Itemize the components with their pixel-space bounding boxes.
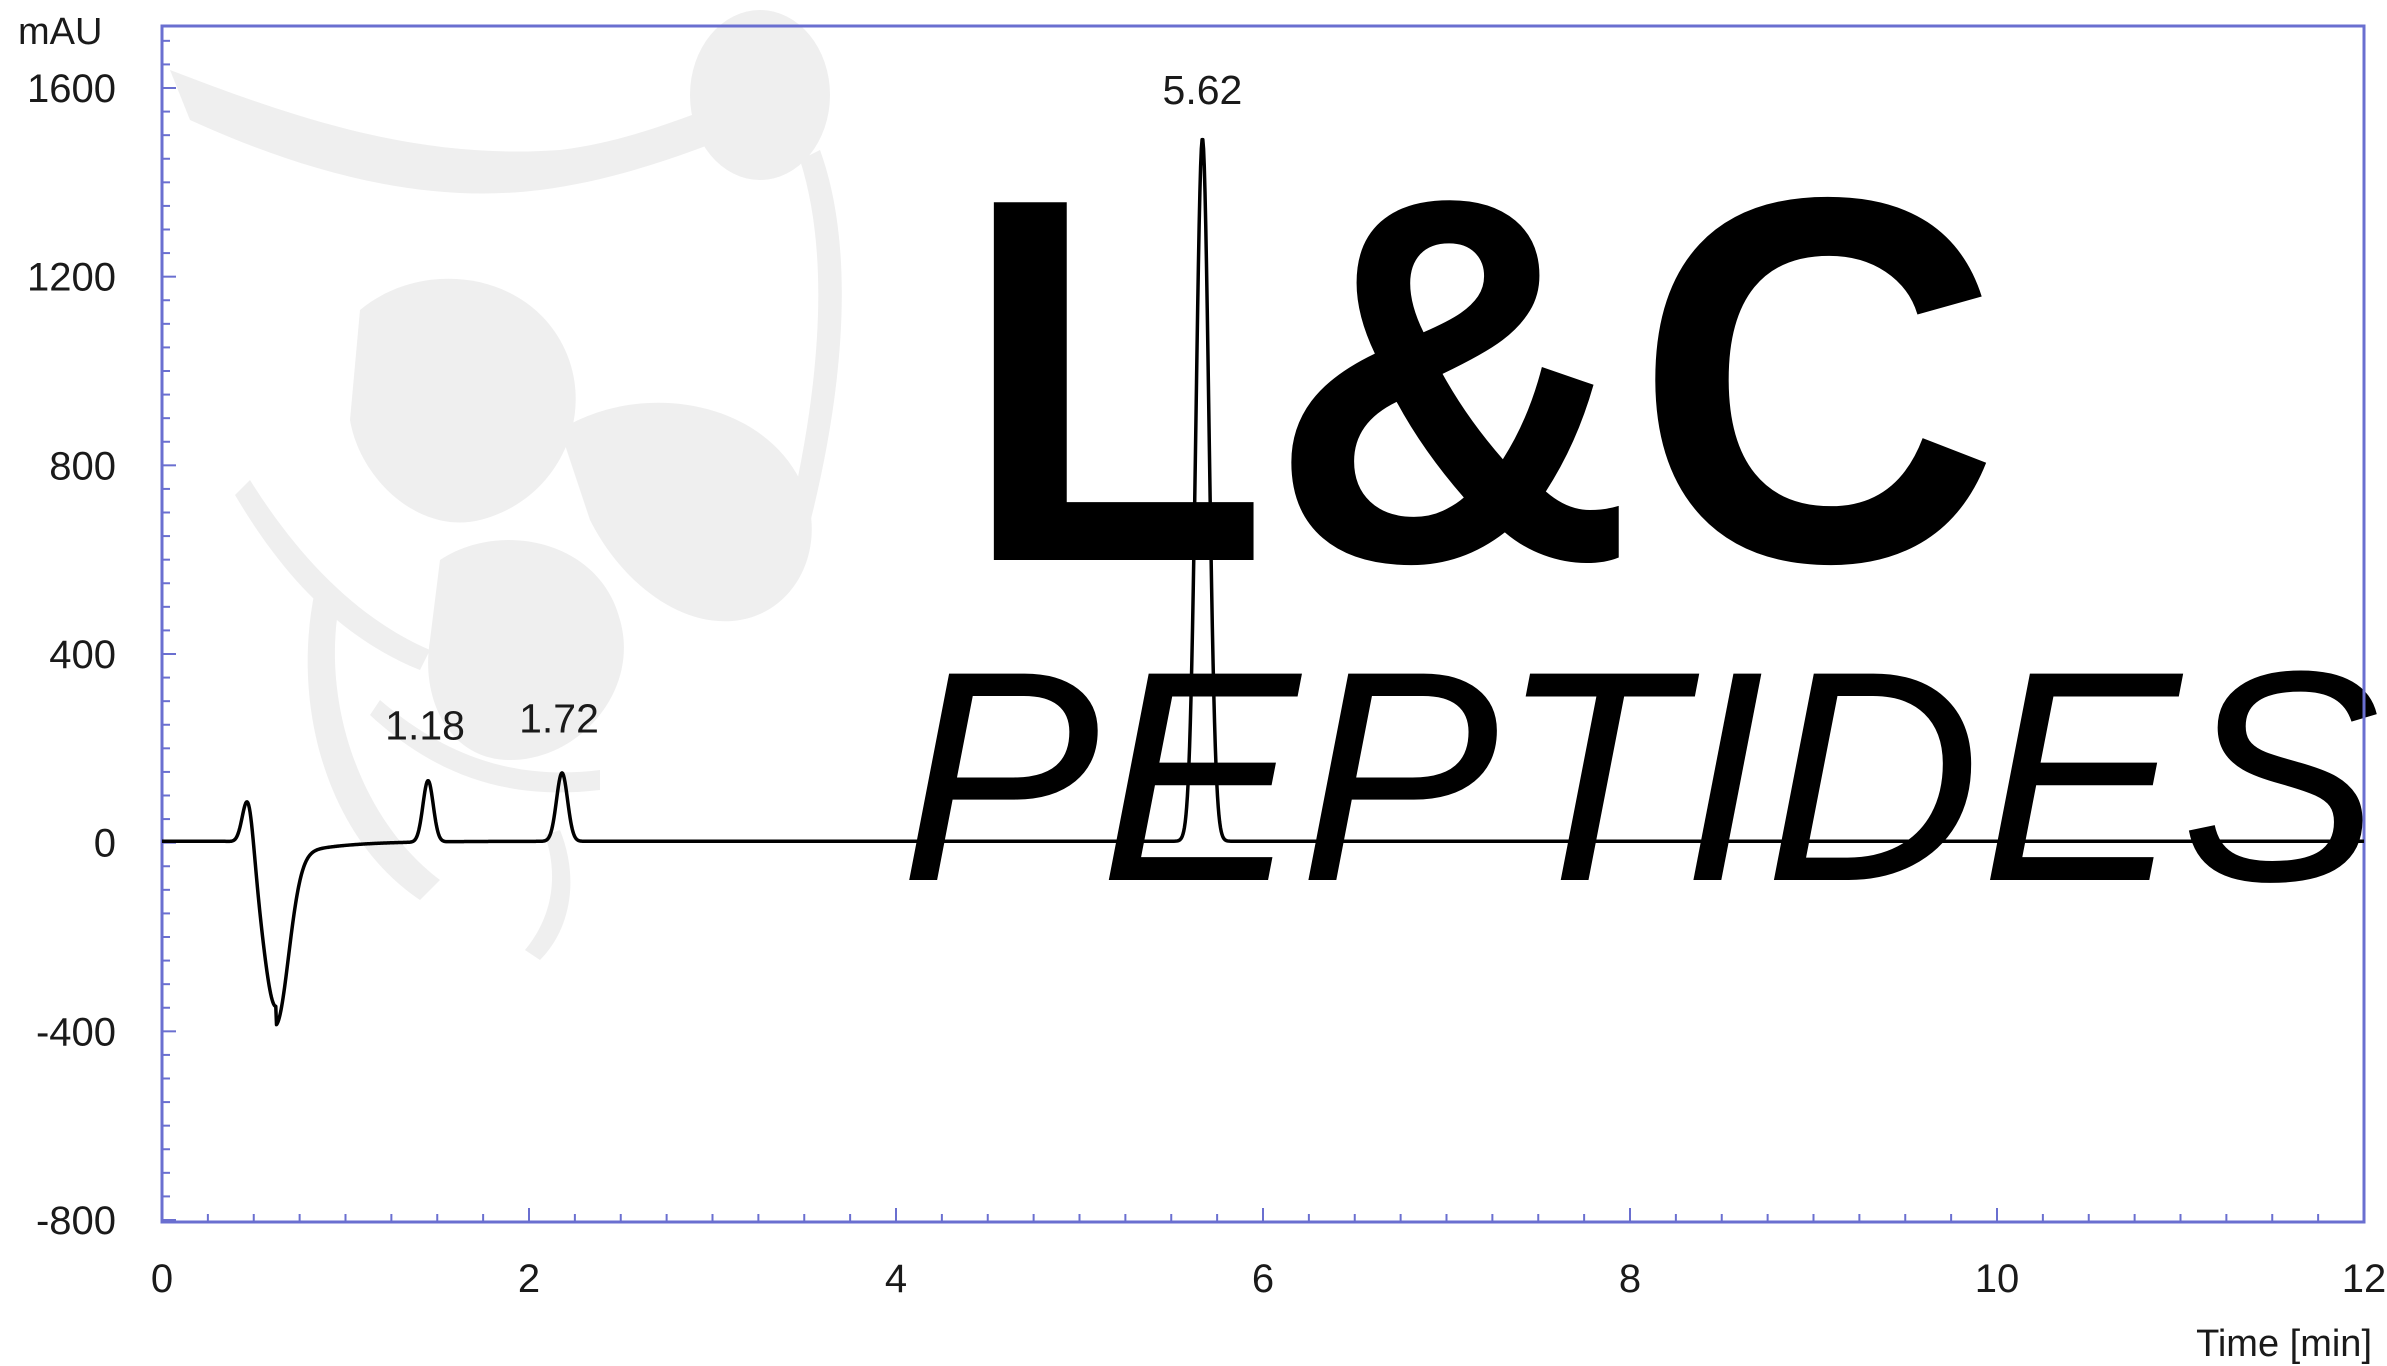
watermark-line1: L&C <box>960 90 2000 671</box>
y-tick-label: 1200 <box>27 256 116 300</box>
x-tick-label: 12 <box>2342 1257 2387 1301</box>
y-axis: 1600 1200 800 400 0 -400 -800 <box>27 39 176 1243</box>
y-tick-label: 0 <box>94 822 116 866</box>
peak-label: 1.18 <box>385 702 465 748</box>
chromatogram-trace <box>160 137 2366 1027</box>
x-tick-label: 6 <box>1252 1257 1274 1301</box>
peak-label: 1.72 <box>519 695 599 741</box>
x-tick-label: 10 <box>1975 1257 2020 1301</box>
x-tick-label: 8 <box>1619 1257 1641 1301</box>
peak-labels: 1.18 1.72 5.62 <box>385 67 1242 748</box>
x-axis-unit: Time [min] <box>2196 1323 2372 1365</box>
peak-label: 5.62 <box>1163 67 1243 113</box>
watermark-line2: PEPTIDES <box>900 608 2380 944</box>
watermark: L&C PEPTIDES <box>170 10 2380 960</box>
y-tick-label: 800 <box>49 444 116 488</box>
y-tick-label: -400 <box>36 1010 116 1054</box>
y-axis-unit: mAU <box>18 11 102 53</box>
x-axis: 0 2 4 6 8 10 12 <box>151 1208 2386 1301</box>
y-tick-label: 400 <box>49 633 116 677</box>
watermark-logo-icon <box>170 10 842 960</box>
y-tick-label: 1600 <box>27 67 116 111</box>
x-tick-label: 0 <box>151 1257 173 1301</box>
x-tick-label: 4 <box>885 1257 907 1301</box>
y-tick-label: -800 <box>36 1199 116 1243</box>
x-tick-label: 2 <box>518 1257 540 1301</box>
